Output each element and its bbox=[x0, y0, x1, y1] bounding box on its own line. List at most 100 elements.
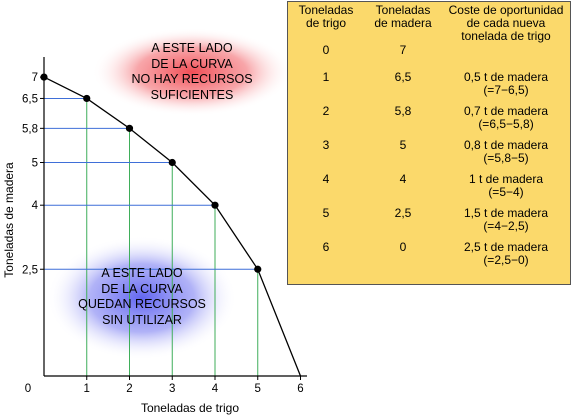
data-point-4 bbox=[211, 201, 219, 209]
opportunity-cost-table-panel: Toneladas de trigo Toneladas de madera Coste… bbox=[287, 1, 571, 285]
header-trigo: Toneladas de trigo bbox=[288, 2, 364, 44]
cell-coste bbox=[442, 44, 570, 71]
table-row: 2 5,8 0,7 t de madera (=6,5−5,8) bbox=[288, 105, 570, 139]
x-tick-label: 3 bbox=[169, 383, 175, 395]
cell-line: (=5,8−5) bbox=[483, 151, 529, 165]
cell-trigo: 6 bbox=[288, 241, 364, 275]
cell-madera: 0 bbox=[364, 241, 442, 275]
below-curve-annotation: A ESTE LADO DE LA CURVA QUEDAN RECURSOS SIN… bbox=[62, 266, 222, 328]
origin-label: 0 bbox=[25, 383, 31, 395]
cell-line: 5 bbox=[322, 206, 330, 220]
cell-line: 3 bbox=[322, 138, 330, 152]
cell-line: 0 bbox=[322, 43, 330, 57]
axes bbox=[43, 57, 307, 377]
y-tick-label: 2,5 bbox=[22, 264, 38, 276]
cell-madera: 5,8 bbox=[364, 105, 442, 139]
data-point-5 bbox=[254, 265, 262, 273]
cell-trigo: 0 bbox=[288, 44, 364, 71]
cell-coste: 1 t de madera (=5−4) bbox=[442, 173, 570, 207]
table-row: 5 2,5 1,5 t de madera (=4−2,5) bbox=[288, 207, 570, 241]
annotation-line: QUEDAN RECURSOS bbox=[78, 297, 206, 311]
cell-trigo: 1 bbox=[288, 71, 364, 105]
cell-madera: 6,5 bbox=[364, 71, 442, 105]
y-tick-label: 5 bbox=[32, 158, 38, 170]
annotation-line: DE LA CURVA bbox=[151, 56, 233, 71]
annotation-line: SUFICIENTES bbox=[150, 87, 234, 102]
cell-trigo: 3 bbox=[288, 139, 364, 173]
cell-line: 4 bbox=[322, 172, 330, 186]
cell-line: (=7−6,5) bbox=[483, 83, 529, 97]
header-line: de madera bbox=[374, 16, 432, 30]
x-tick-label: 4 bbox=[212, 383, 219, 395]
cell-madera: 2,5 bbox=[364, 207, 442, 241]
x-tick-label: 6 bbox=[297, 383, 303, 395]
cell-coste: 0,7 t de madera (=6,5−5,8) bbox=[442, 105, 570, 139]
y-tick-label: 5,8 bbox=[22, 123, 38, 135]
x-tick-label: 5 bbox=[255, 383, 261, 395]
y-tick-label: 7 bbox=[32, 72, 38, 84]
below-curve-region-glow bbox=[47, 236, 237, 360]
x-tick-label: 1 bbox=[84, 383, 90, 395]
cell-line: 2 bbox=[322, 104, 330, 118]
cell-line: 2,5 bbox=[394, 206, 412, 220]
table-row: 4 4 1 t de madera (=5−4) bbox=[288, 173, 570, 207]
table-row: 6 0 2,5 t de madera (=2,5−0) bbox=[288, 241, 570, 275]
data-point-2 bbox=[125, 124, 134, 132]
annotation-line: A ESTE LADO bbox=[101, 266, 183, 280]
header-line: Toneladas bbox=[375, 3, 431, 17]
header-line: de cada nueva bbox=[466, 16, 546, 30]
header-line: Toneladas bbox=[298, 3, 354, 17]
y-tick-label: 6,5 bbox=[22, 93, 38, 105]
cell-trigo: 5 bbox=[288, 207, 364, 241]
header-line: de trigo bbox=[305, 16, 347, 30]
cell-line: 7 bbox=[399, 43, 407, 57]
header-line: tonelada de trigo bbox=[461, 29, 551, 43]
cell-coste: 0,5 t de madera (=7−6,5) bbox=[442, 71, 570, 105]
tick-labels: 2,5 4 5 5,8 6,5 7 1 2 3 4 5 6 bbox=[22, 72, 304, 395]
cell-line: 0,5 t de madera bbox=[463, 70, 549, 84]
header-coste: Coste de oportunidad de cada nueva tonelad… bbox=[442, 2, 570, 44]
annotation-line: A ESTE LADO bbox=[151, 41, 233, 55]
cell-line: 5,8 bbox=[394, 104, 412, 118]
x-axis-label: Toneladas de trigo bbox=[141, 401, 239, 415]
cell-line: (=2,5−0) bbox=[483, 253, 529, 267]
annotation-line: DE LA CURVA bbox=[101, 281, 183, 296]
annotation-line: SIN UTILIZAR bbox=[102, 312, 182, 327]
cell-line: (=4−2,5) bbox=[483, 219, 529, 233]
opportunity-cost-table: Toneladas de trigo Toneladas de madera Coste… bbox=[288, 2, 570, 275]
cell-line: 5 bbox=[399, 138, 407, 152]
cell-line: 0,8 t de madera bbox=[463, 138, 549, 152]
cell-trigo: 4 bbox=[288, 173, 364, 207]
annotation-line: NO HAY RECURSOS bbox=[131, 72, 253, 86]
cell-line: 1 t de madera bbox=[468, 172, 544, 186]
cell-line: 6 bbox=[322, 240, 330, 254]
cell-line: 2,5 t de madera bbox=[463, 240, 549, 254]
cell-madera: 4 bbox=[364, 173, 442, 207]
table-row: 3 5 0,8 t de madera (=5,8−5) bbox=[288, 139, 570, 173]
above-curve-annotation: A ESTE LADO DE LA CURVA NO HAY RECURSOS SUF… bbox=[112, 41, 272, 103]
cell-line: 1,5 t de madera bbox=[463, 206, 549, 220]
cell-line: (=5−4) bbox=[488, 185, 524, 199]
guide-lines bbox=[44, 97, 259, 376]
above-curve-region-glow bbox=[92, 28, 292, 116]
cell-line: 6,5 bbox=[394, 70, 412, 84]
cell-line: 4 bbox=[399, 172, 407, 186]
cell-madera: 5 bbox=[364, 139, 442, 173]
cell-coste: 1,5 t de madera (=4−2,5) bbox=[442, 207, 570, 241]
cell-line: (=6,5−5,8) bbox=[478, 117, 534, 131]
x-tick-label: 2 bbox=[126, 383, 132, 395]
y-axis-label: Toneladas de madera bbox=[2, 162, 16, 278]
data-point-1 bbox=[83, 94, 91, 103]
table-row: 1 6,5 0,5 t de madera (=7−6,5) bbox=[288, 71, 570, 105]
cell-coste: 2,5 t de madera (=2,5−0) bbox=[442, 241, 570, 275]
header-madera: Toneladas de madera bbox=[364, 2, 442, 44]
cell-coste: 0,8 t de madera (=5,8−5) bbox=[442, 139, 570, 173]
cell-line: 1 bbox=[322, 70, 330, 84]
header-line: Coste de oportunidad bbox=[448, 3, 564, 17]
cell-madera: 7 bbox=[364, 44, 442, 71]
cell-line: 0,7 t de madera bbox=[463, 104, 549, 118]
cell-trigo: 2 bbox=[288, 105, 364, 139]
cell-line: 0 bbox=[399, 240, 407, 254]
